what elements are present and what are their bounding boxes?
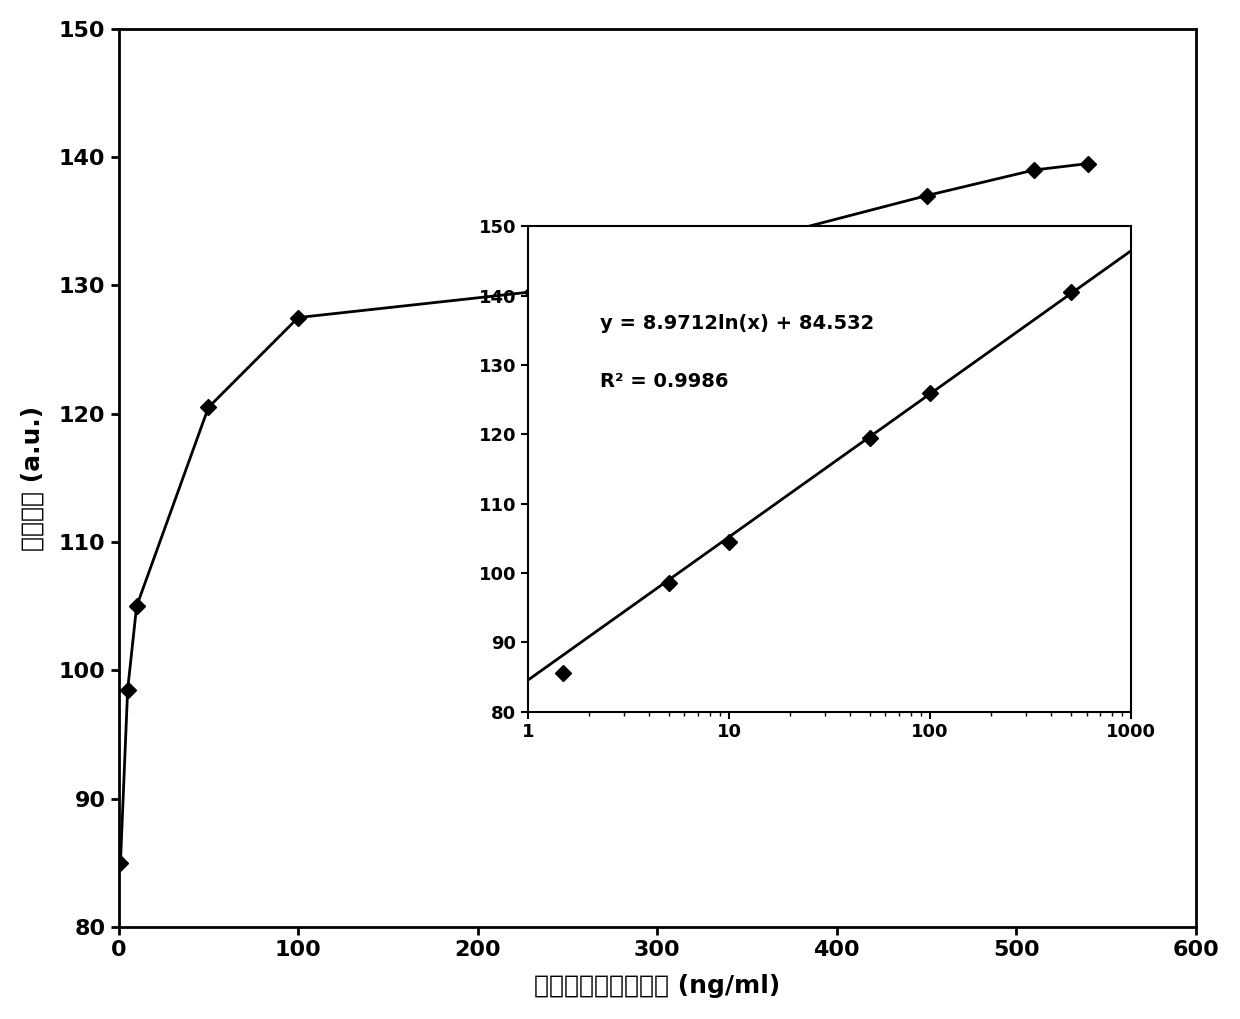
X-axis label: 玉米赤霏烯酥的浓度 (ng/ml): 玉米赤霏烯酥的浓度 (ng/ml) [534, 974, 780, 999]
Y-axis label: 荆光强度 (a.u.): 荆光强度 (a.u.) [21, 406, 45, 550]
